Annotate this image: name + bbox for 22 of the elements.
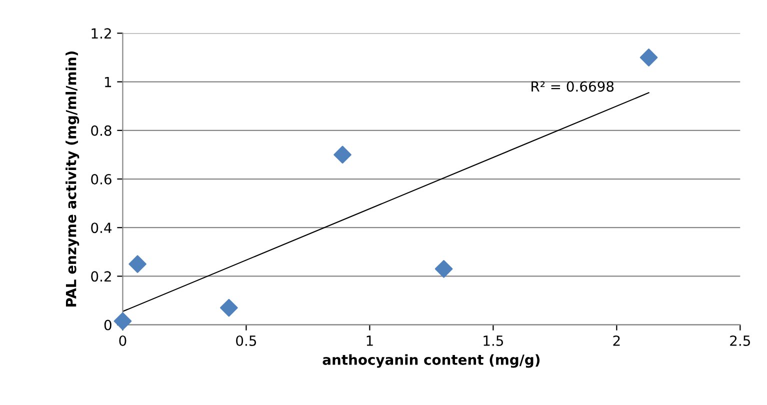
annotation: R² = 0.6698 xyxy=(532,81,614,92)
point xyxy=(128,255,146,273)
y-tick-label: 0 xyxy=(104,320,112,330)
y-tick-label: 0.8 xyxy=(91,125,112,136)
x-tick-label: 1 xyxy=(366,336,373,346)
point xyxy=(220,298,238,317)
y-tick-label: 0.6 xyxy=(91,174,112,184)
y-tick-label: 1.2 xyxy=(92,28,111,38)
x-tick-label: 0.5 xyxy=(236,335,256,346)
y-axis-title: PAL enzyme activity (mg/ml/min) xyxy=(66,51,80,306)
x-tick-label: 2 xyxy=(613,335,620,346)
y-tick-label: 0.2 xyxy=(91,271,111,282)
x-axis-title: anthocyanin content (mg/g) xyxy=(322,354,540,368)
x-tick-label: 2.5 xyxy=(730,335,750,346)
y-tick-label: 1 xyxy=(104,76,112,88)
x-tick-label: 1.5 xyxy=(484,336,504,346)
point xyxy=(434,260,453,278)
y-tick-label: 0.4 xyxy=(91,222,112,234)
point xyxy=(114,312,132,330)
x-tick-label: 0 xyxy=(119,335,126,346)
point xyxy=(334,146,352,164)
point xyxy=(640,48,658,66)
